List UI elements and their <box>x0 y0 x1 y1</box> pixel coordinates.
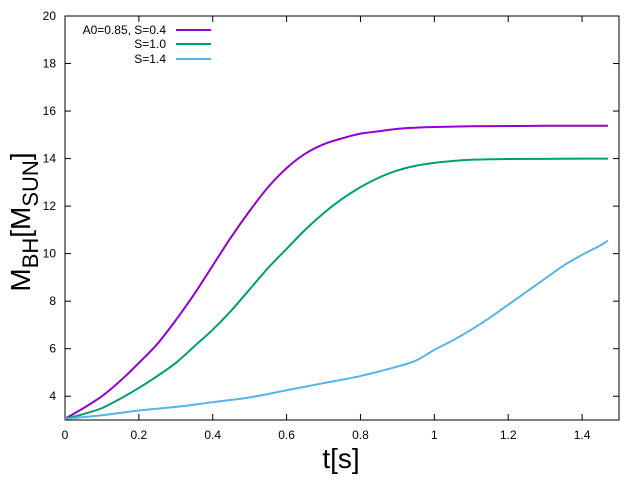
y-axis-title-sub2: SUN <box>18 160 43 206</box>
legend-label-1: S=1.0 <box>134 37 166 51</box>
series-line-2 <box>64 239 609 420</box>
y-axis: 4 6 8 10 12 14 16 18 20 <box>43 9 619 403</box>
y-tick-label: 16 <box>43 104 57 118</box>
y-axis-title-mid: [M <box>5 207 36 238</box>
x-axis-title: t[s] <box>322 443 359 474</box>
x-tick-label: 1.4 <box>574 428 591 442</box>
x-tick-label: 1.2 <box>500 428 517 442</box>
x-tick-label: 0.6 <box>278 428 295 442</box>
series-layer <box>64 124 609 420</box>
series-line-0 <box>64 124 608 420</box>
plot-frame <box>64 15 620 421</box>
y-tick-label: 6 <box>49 342 56 356</box>
x-axis: 0 0.2 0.4 0.6 0.8 1 1.2 1.4 <box>62 16 591 442</box>
x-tick-label: 0 <box>62 428 69 442</box>
x-tick-label: 0.4 <box>204 428 221 442</box>
series-line-1 <box>64 157 608 420</box>
y-axis-title: MBH[MSUN] <box>5 152 43 291</box>
y-tick-label: 10 <box>43 247 57 261</box>
y-tick-label: 14 <box>43 152 57 166</box>
x-tick-label: 0.8 <box>352 428 369 442</box>
legend-label-0: A0=0.85, S=0.4 <box>83 23 167 37</box>
y-axis-title-end: ] <box>5 152 36 160</box>
legend-label-2: S=1.4 <box>134 52 166 66</box>
x-tick-label: 0.2 <box>131 428 148 442</box>
y-tick-label: 8 <box>49 294 56 308</box>
y-tick-label: 12 <box>43 199 57 213</box>
legend: A0=0.85, S=0.4 S=1.0 S=1.4 <box>83 23 211 66</box>
y-tick-label: 20 <box>43 9 57 23</box>
y-axis-title-sub1: BH <box>18 238 43 269</box>
x-tick-label: 1 <box>431 428 438 442</box>
y-tick-label: 4 <box>49 389 56 403</box>
y-tick-label: 18 <box>43 57 57 71</box>
y-axis-title-main: M <box>5 268 36 291</box>
